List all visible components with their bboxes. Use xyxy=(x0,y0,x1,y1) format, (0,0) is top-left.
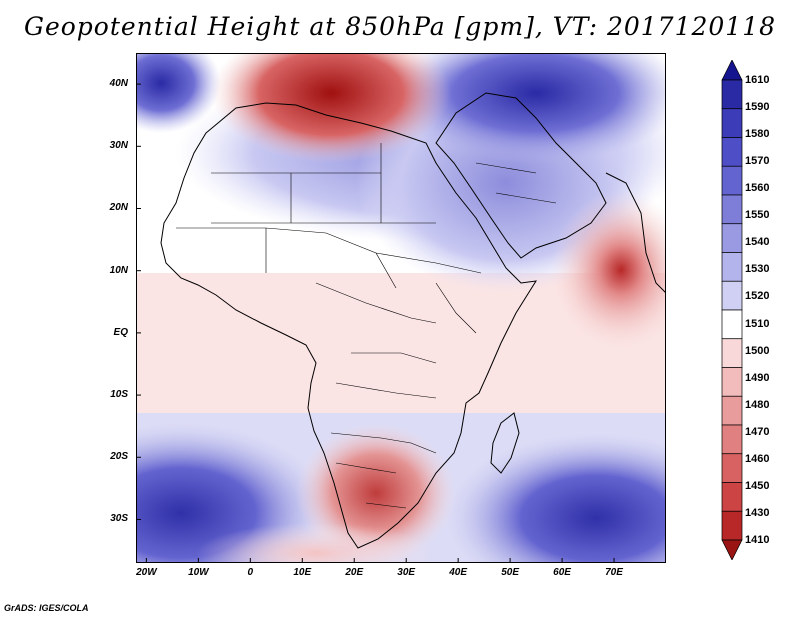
africa-coastline xyxy=(160,102,537,549)
colorbar-segment xyxy=(721,395,743,426)
colorbar-label: 1480 xyxy=(745,398,770,411)
lat-label: 30N xyxy=(109,140,128,152)
colorbar-segment xyxy=(721,108,743,138)
colorbar-segment xyxy=(721,424,743,455)
lat-label: 10N xyxy=(109,264,128,276)
arabia-coastline xyxy=(435,92,607,259)
map-panel xyxy=(136,53,666,563)
colorbar-segment xyxy=(721,309,743,340)
lat-label: 20N xyxy=(109,202,128,214)
lon-label: 60E xyxy=(553,567,571,578)
map-title: Geopotential Height at 850hPa [gpm], VT:… xyxy=(23,12,777,41)
colorbar-segment xyxy=(721,510,743,541)
south-atlantic-pink xyxy=(196,523,436,563)
colorbar-segment xyxy=(721,453,743,483)
lon-label: 20E xyxy=(345,567,364,578)
colorbar-bottom-arrow xyxy=(721,539,743,560)
lon-label: 70E xyxy=(605,567,623,578)
colorbar-label: 1430 xyxy=(745,506,770,519)
colorbar-label: 1590 xyxy=(745,101,770,114)
lat-label: 30S xyxy=(110,513,128,525)
grads-credit: GrADS: IGES/COLA xyxy=(4,603,89,613)
colorbar-label: 1450 xyxy=(745,479,770,492)
colorbar-label: 1610 xyxy=(745,74,770,86)
colorbar-label: 1540 xyxy=(745,236,770,249)
colorbar-label: 1410 xyxy=(745,534,770,546)
lon-label: 30E xyxy=(397,567,416,578)
colorbar-segment xyxy=(721,367,743,397)
colorbar-label: 1580 xyxy=(745,128,770,141)
madagascar-coastline xyxy=(490,412,520,474)
northwest-blue xyxy=(136,53,221,133)
colorbar-segment xyxy=(721,194,743,225)
lon-label: 20W xyxy=(136,567,157,578)
colorbar-segment xyxy=(721,165,743,196)
colorbar-label: 1510 xyxy=(745,317,770,330)
colorbar-segment xyxy=(721,482,743,512)
lon-label: 10W xyxy=(188,567,209,578)
lon-label: 10E xyxy=(293,567,312,578)
colorbar xyxy=(721,60,743,560)
map-frame xyxy=(136,53,666,563)
colorbar-label: 1570 xyxy=(745,155,770,168)
lon-label: 50E xyxy=(501,567,519,578)
axis-ticks xyxy=(136,83,615,563)
colorbar-label: 1470 xyxy=(745,425,770,438)
colorbar-label: 1520 xyxy=(745,290,770,303)
country-borders xyxy=(176,143,557,509)
lat-label: 20S xyxy=(110,451,128,463)
colorbar-label: 1550 xyxy=(745,209,770,222)
colorbar-segment xyxy=(721,280,743,311)
lon-label: 40E xyxy=(449,567,468,578)
colorbar-label: 1500 xyxy=(745,344,770,357)
colorbar-label: 1560 xyxy=(745,182,770,195)
colorbar-label: 1490 xyxy=(745,371,770,384)
colorbar-segment xyxy=(721,252,743,282)
southeast-blue-low xyxy=(446,433,666,563)
lon-label: 0 xyxy=(247,567,254,578)
colorbar-segment xyxy=(721,137,743,167)
colorbar-segment xyxy=(721,223,743,253)
colorbar-segment xyxy=(721,338,743,368)
lat-label: 40N xyxy=(109,78,128,90)
mediterranean-high-red xyxy=(211,53,451,163)
colorbar-top-arrow xyxy=(721,60,743,81)
colorbar-label: 1530 xyxy=(745,263,770,276)
colorbar-segment xyxy=(721,79,743,110)
lat-label: 10S xyxy=(110,389,128,401)
lat-label: EQ xyxy=(113,326,128,338)
india-coastline xyxy=(605,172,666,294)
colorbar-label: 1460 xyxy=(745,452,770,465)
